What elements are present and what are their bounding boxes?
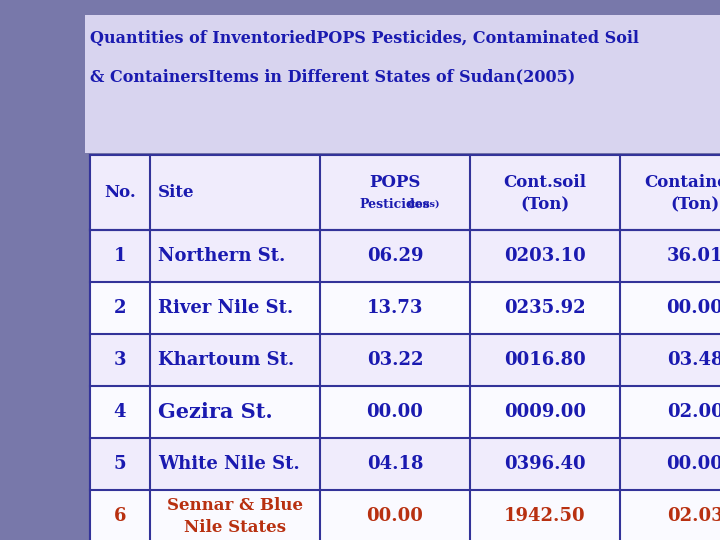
Bar xyxy=(90,282,720,334)
Text: 0009.00: 0009.00 xyxy=(504,403,586,421)
Text: 2: 2 xyxy=(114,299,126,317)
Text: 0016.80: 0016.80 xyxy=(504,351,586,369)
Bar xyxy=(90,490,720,540)
Bar xyxy=(90,386,720,438)
Text: 04.18: 04.18 xyxy=(366,455,423,473)
Text: 13.73: 13.73 xyxy=(366,299,423,317)
Text: No.: No. xyxy=(104,184,136,201)
Text: 03.22: 03.22 xyxy=(366,351,423,369)
Text: 0203.10: 0203.10 xyxy=(504,247,586,265)
Text: 1942.50: 1942.50 xyxy=(504,507,586,525)
Text: 5: 5 xyxy=(114,455,126,473)
Text: 00.00: 00.00 xyxy=(667,455,720,473)
Text: POPS: POPS xyxy=(369,174,420,191)
Text: 02.00: 02.00 xyxy=(667,403,720,421)
Text: Site: Site xyxy=(158,184,194,201)
Text: Khartoum St.: Khartoum St. xyxy=(158,351,294,369)
Text: White Nile St.: White Nile St. xyxy=(158,455,300,473)
Text: 0235.92: 0235.92 xyxy=(504,299,586,317)
Text: Cont.soil: Cont.soil xyxy=(503,174,587,191)
Text: & ContainersItems in Different States of Sudan(2005): & ContainersItems in Different States of… xyxy=(90,68,575,85)
Bar xyxy=(85,15,720,153)
Text: (Ton): (Ton) xyxy=(670,196,719,213)
Text: 6: 6 xyxy=(114,507,126,525)
Text: 3: 3 xyxy=(114,351,126,369)
Text: Sennar & Blue: Sennar & Blue xyxy=(167,496,303,514)
Text: (tons): (tons) xyxy=(407,200,439,209)
Text: Gezira St.: Gezira St. xyxy=(158,402,273,422)
Bar xyxy=(90,155,720,230)
Text: River Nile St.: River Nile St. xyxy=(158,299,293,317)
Text: 06.29: 06.29 xyxy=(366,247,423,265)
Bar xyxy=(90,334,720,386)
Text: Pesticides: Pesticides xyxy=(359,198,431,211)
Bar xyxy=(90,438,720,490)
Bar xyxy=(90,230,720,282)
Text: 1: 1 xyxy=(114,247,126,265)
Text: Containers: Containers xyxy=(644,174,720,191)
Text: 0396.40: 0396.40 xyxy=(504,455,586,473)
Text: Quantities of InventoriedPOPS Pesticides, Contaminated Soil: Quantities of InventoriedPOPS Pesticides… xyxy=(90,30,639,47)
Bar xyxy=(0,0,85,540)
Text: 00.00: 00.00 xyxy=(366,507,423,525)
Text: 03.48: 03.48 xyxy=(667,351,720,369)
Text: Northern St.: Northern St. xyxy=(158,247,285,265)
Text: 00.00: 00.00 xyxy=(366,403,423,421)
Text: 36.01: 36.01 xyxy=(667,247,720,265)
Text: 00.00: 00.00 xyxy=(667,299,720,317)
Text: Nile States: Nile States xyxy=(184,518,286,536)
Text: 4: 4 xyxy=(114,403,126,421)
Text: (Ton): (Ton) xyxy=(521,196,570,213)
Text: 02.03: 02.03 xyxy=(667,507,720,525)
